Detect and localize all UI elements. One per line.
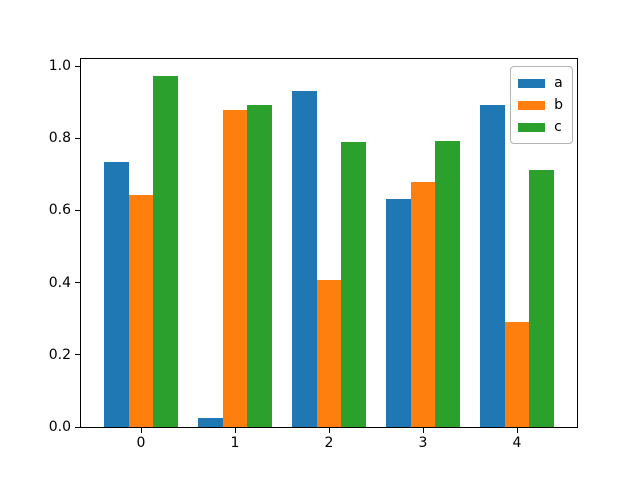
legend-label-c: c (554, 119, 562, 135)
bar-b-4 (504, 322, 530, 427)
bar-a-3 (386, 198, 411, 427)
y-tick-mark-1.0 (75, 65, 80, 67)
y-tick-label-0.4: 0.4 (48, 274, 71, 291)
y-tick-label-0.2: 0.2 (48, 346, 71, 363)
bar-c-2 (341, 141, 366, 427)
x-tick-label-4: 4 (512, 435, 522, 451)
bar-c-0 (153, 76, 178, 427)
legend: a b c (510, 66, 573, 144)
legend-label-a: a (554, 75, 563, 91)
bar-a-2 (292, 90, 317, 427)
bar-c-1 (247, 104, 272, 427)
y-tick-mark-0.2 (75, 354, 80, 356)
legend-swatch-a (518, 78, 546, 88)
legend-label-b: b (554, 97, 563, 113)
bar-b-1 (222, 110, 248, 427)
x-tick-label-3: 3 (418, 435, 428, 451)
y-tick-label-0.6: 0.6 (48, 202, 71, 219)
y-tick-label-0.0: 0.0 (48, 419, 71, 435)
plot-area: 0.0 0.2 0.4 0.6 0.8 1.0 0 1 2 3 4 a b c (49, 58, 578, 451)
legend-swatch-b (518, 100, 546, 110)
bar-a-1 (198, 418, 223, 427)
bar-a-0 (103, 162, 129, 427)
bar-b-2 (316, 280, 342, 427)
bar-a-4 (480, 104, 505, 427)
bar-c-4 (529, 170, 554, 427)
y-tick-label-1.0: 1.0 (48, 58, 71, 74)
y-tick-mark-0.0 (75, 426, 80, 428)
y-tick-mark-0.4 (75, 282, 80, 284)
legend-swatch-c (518, 122, 546, 132)
bar-b-3 (410, 182, 436, 427)
y-tick-mark-0.6 (75, 209, 80, 211)
x-tick-mark-0 (140, 428, 142, 433)
x-tick-label-2: 2 (324, 435, 334, 451)
legend-entry-b: b (518, 94, 563, 116)
bar-c-3 (435, 140, 460, 427)
x-tick-mark-3 (422, 428, 424, 433)
y-tick-label-0.8: 0.8 (48, 130, 71, 147)
x-tick-mark-4 (516, 428, 518, 433)
y-tick-mark-0.8 (75, 137, 80, 139)
x-tick-mark-1 (234, 428, 236, 433)
legend-entry-c: c (518, 116, 563, 138)
x-tick-label-1: 1 (230, 435, 240, 451)
x-tick-label-0: 0 (136, 435, 146, 451)
legend-entry-a: a (518, 72, 563, 94)
bar-b-0 (128, 194, 154, 427)
x-tick-mark-2 (328, 428, 330, 433)
